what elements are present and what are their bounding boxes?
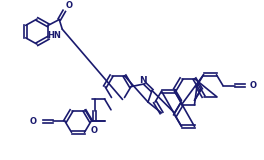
Text: O: O [65, 1, 72, 10]
Text: HN: HN [47, 31, 61, 40]
Text: O: O [30, 117, 37, 126]
Text: N: N [139, 76, 147, 85]
Text: O: O [91, 126, 98, 135]
Text: O: O [250, 81, 257, 90]
